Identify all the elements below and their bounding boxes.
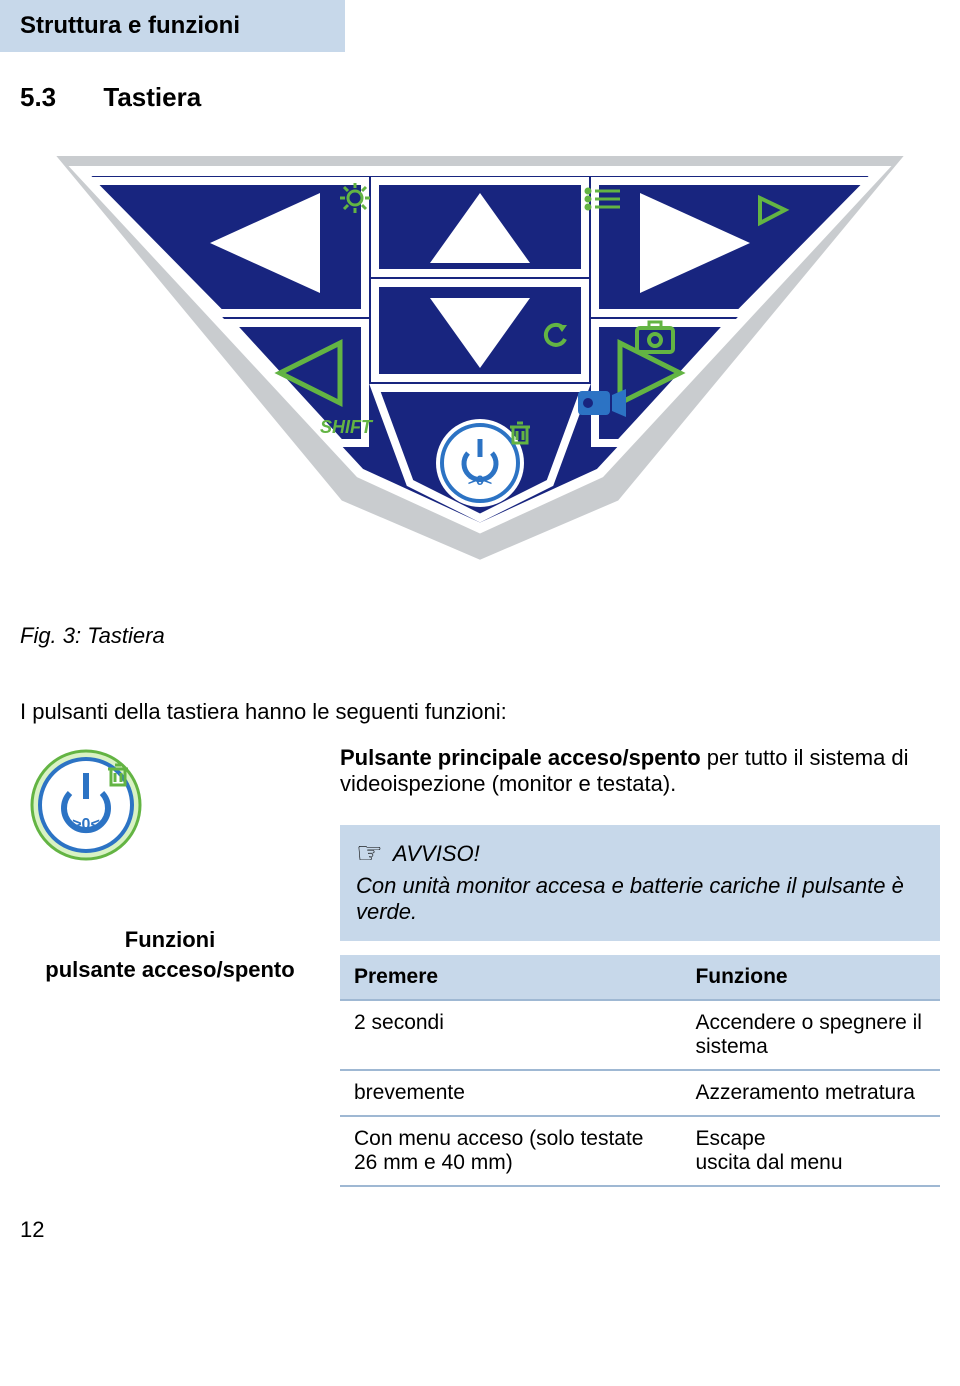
notice-title: AVVISO! [393, 841, 480, 867]
table-head-right: Funzione [681, 955, 940, 1000]
svg-text:>0<: >0< [72, 816, 100, 833]
notice-body: Con unità monitor accesa e batterie cari… [356, 873, 924, 925]
section-title: Tastiera [103, 82, 201, 112]
intro-text: I pulsanti della tastiera hanno le segue… [0, 659, 960, 735]
pointing-hand-icon: ☞ [356, 839, 383, 869]
table-row: 2 secondi Accendere o spegnere il sistem… [340, 1000, 940, 1070]
left-label: Funzioni pulsante acceso/spento [20, 925, 320, 984]
keypad-figure: SHIFT [0, 133, 960, 583]
svg-text:>0<: >0< [468, 472, 492, 488]
right-column: Pulsante principale acceso/spento per tu… [340, 745, 940, 1187]
left-column: >0< Funzioni pulsante acceso/spento [20, 745, 320, 1187]
power-button-icon: >0< [26, 745, 146, 865]
page-header: Struttura e funzioni [0, 0, 345, 52]
table-head-left: Premere [340, 955, 681, 1000]
main-description: Pulsante principale acceso/spento per tu… [340, 745, 940, 797]
page-number: 12 [0, 1187, 960, 1263]
figure-caption: Fig. 3: Tastiera [0, 583, 960, 659]
section-number: 5.3 [20, 82, 56, 112]
section-heading: 5.3 Tastiera [0, 52, 960, 133]
keypad-svg: SHIFT [20, 143, 940, 573]
page-header-title: Struttura e funzioni [20, 12, 240, 39]
table-row: Con menu acceso (solo testate 26 mm e 40… [340, 1116, 940, 1186]
function-table: Premere Funzione 2 secondi Accendere o s… [340, 955, 940, 1187]
notice-box: ☞ AVVISO! Con unità monitor accesa e bat… [340, 825, 940, 941]
table-row: brevemente Azzeramento metratura [340, 1070, 940, 1116]
svg-text:SHIFT: SHIFT [320, 417, 374, 437]
